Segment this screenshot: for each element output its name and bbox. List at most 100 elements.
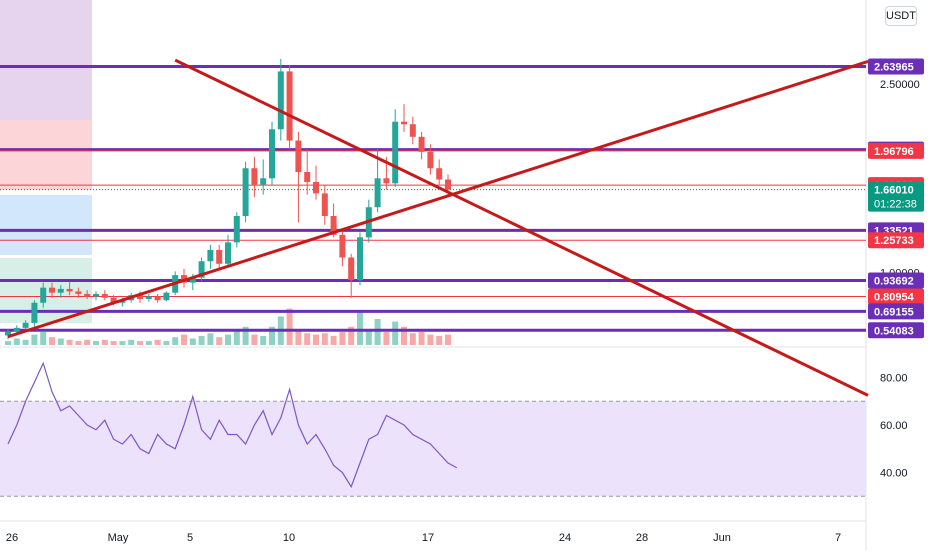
candle-body — [269, 129, 275, 179]
volume-bar — [93, 341, 99, 345]
candle-body — [313, 182, 319, 194]
volume-bar — [128, 339, 135, 345]
candle-body — [383, 178, 390, 184]
x-tick-label: 10 — [283, 532, 295, 544]
y-tick-label: 2.50000 — [880, 79, 920, 91]
candle-body — [339, 234, 346, 258]
candle-body — [198, 261, 205, 278]
volume-bar — [101, 339, 108, 345]
volume-bar — [163, 341, 170, 345]
candle-body — [409, 124, 416, 137]
price-level-label: 1.96796 — [874, 146, 914, 158]
candle-body — [40, 287, 47, 303]
volume-bar — [401, 326, 407, 345]
x-tick-label: 17 — [422, 532, 434, 544]
candle-body — [145, 296, 152, 299]
volume-bar — [418, 332, 425, 345]
countdown-label: 01:22:38 — [874, 199, 917, 211]
x-tick-label: 24 — [559, 532, 571, 544]
rsi-tick-label: 40.00 — [880, 468, 908, 480]
candle-body — [49, 287, 55, 293]
candle-body — [207, 249, 214, 262]
price-level-tag — [868, 142, 924, 159]
price-level-label: 1.25733 — [874, 235, 914, 247]
rsi-band — [0, 401, 866, 497]
candle-body — [445, 179, 451, 190]
volume-bar — [75, 341, 82, 345]
volume-bar — [66, 339, 73, 345]
candle-body — [251, 168, 258, 185]
candle-body — [101, 293, 108, 298]
candle-body — [13, 327, 20, 332]
candle-body — [163, 292, 170, 301]
candle-body — [286, 71, 293, 141]
candle-body — [66, 288, 73, 292]
price-level-label: 0.54083 — [874, 325, 914, 337]
price-level-label: 0.80954 — [874, 292, 915, 304]
volume-bar — [40, 332, 47, 345]
volume-bar — [392, 321, 399, 345]
volume-bar — [427, 334, 434, 345]
volume-bar — [445, 334, 451, 345]
volume-bar — [49, 337, 55, 345]
volume-bar — [383, 332, 390, 345]
volume-bar — [145, 341, 152, 345]
candle-body — [401, 121, 407, 125]
candle-body — [330, 216, 337, 235]
x-tick-label: 26 — [6, 532, 18, 544]
price-level-tag — [868, 58, 924, 75]
candle-body — [295, 140, 302, 172]
candle-body — [75, 291, 82, 294]
price-level-tag — [868, 303, 924, 320]
candle-body — [84, 293, 91, 297]
volume-bar — [330, 335, 337, 345]
volume-bar — [154, 339, 161, 345]
volume-bar — [22, 339, 29, 345]
price-level-tag — [868, 288, 924, 305]
price-level-label: 1.66010 — [874, 185, 914, 197]
candle-body — [22, 322, 29, 328]
candle-body — [321, 193, 328, 216]
candle-body — [189, 277, 196, 283]
bg-zone-purple — [0, 0, 92, 120]
x-tick-label: May — [108, 532, 129, 544]
volume-bar — [57, 338, 64, 345]
x-tick-label: 28 — [636, 532, 648, 544]
candle-body — [137, 295, 143, 299]
volume-bar — [365, 329, 372, 345]
volume-bar — [5, 341, 11, 345]
candle-body — [374, 178, 381, 208]
rsi-line — [7, 361, 458, 489]
volume-bar — [110, 341, 117, 345]
candle-body — [225, 242, 231, 264]
candle-body — [93, 293, 99, 297]
volume-bar — [357, 311, 363, 345]
candle-body — [392, 121, 399, 184]
volume-bar — [260, 335, 267, 345]
volume-bar — [269, 326, 275, 345]
candle-body — [31, 302, 38, 323]
currency-button[interactable]: USDT — [885, 6, 917, 26]
candle-body — [5, 331, 11, 336]
volume-bar — [251, 334, 258, 345]
volume-bar — [189, 338, 196, 345]
volume-bar — [436, 335, 443, 345]
candle-body — [260, 178, 267, 185]
candle-body — [348, 257, 355, 281]
volume-bar — [339, 332, 346, 345]
volume-bar — [374, 319, 381, 345]
price-level-label: 0.69155 — [874, 306, 914, 318]
candle-body — [57, 288, 64, 293]
price-level-tag — [868, 322, 924, 339]
candle-body — [357, 237, 363, 281]
trendline — [174, 58, 869, 397]
x-tick-label: Jun — [713, 532, 731, 544]
volume-bar — [348, 326, 355, 345]
volume-bar — [137, 341, 143, 345]
candle-body — [436, 168, 443, 180]
rsi-tick-label: 80.00 — [880, 373, 908, 385]
volume-bar — [119, 341, 126, 345]
trendline — [7, 60, 869, 339]
